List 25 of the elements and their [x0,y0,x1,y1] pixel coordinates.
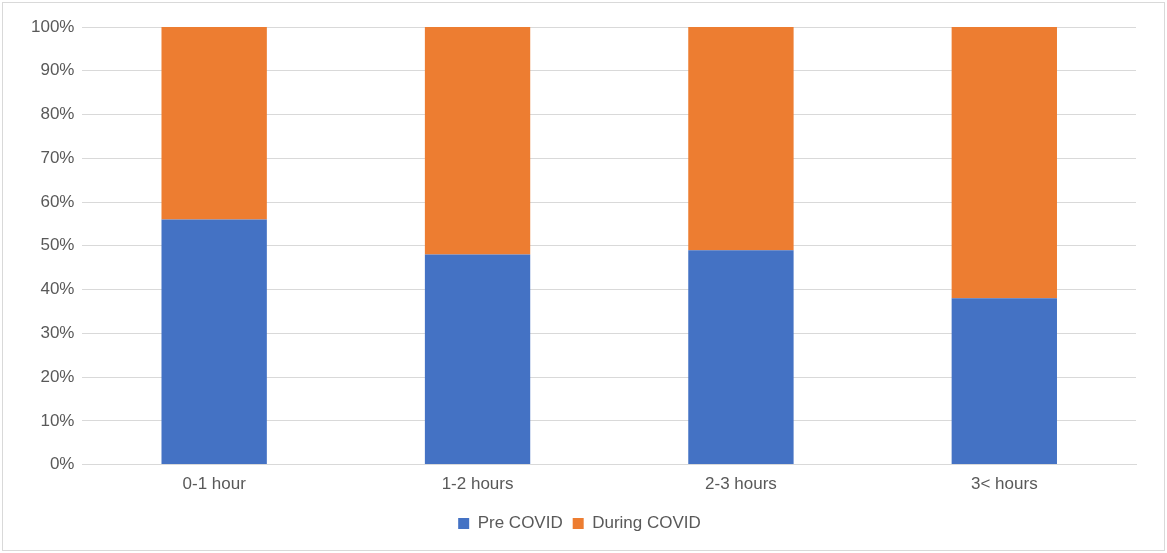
y-tick-label: 70% [40,147,75,167]
x-tick-label: 2-3 hours [705,474,777,494]
bar [161,27,267,220]
bar [688,250,794,465]
x-tick-label: 0-1 hour [182,474,247,494]
x-tick-label: 3< hours [970,474,1038,494]
legend-label: During COVID [592,513,701,533]
bar [161,219,267,465]
bar [688,27,794,251]
y-tick-label: 60% [40,191,75,211]
y-tick-label: 100% [31,16,75,36]
x-tick-label: 1-2 hours [441,474,514,494]
y-tick-label: 50% [40,235,75,255]
y-tick-label: 30% [40,323,75,343]
bar [424,254,531,465]
bar [424,27,531,255]
y-tick-label: 80% [40,104,75,124]
y-tick-label: 90% [40,60,75,80]
legend-label: Pre COVID [477,513,563,533]
y-tick-label: 20% [40,366,75,386]
y-tick-label: 0% [49,454,75,474]
bar [951,27,1057,299]
bar [951,298,1057,465]
y-tick-label: 40% [40,279,75,299]
y-tick-label: 10% [40,410,75,430]
